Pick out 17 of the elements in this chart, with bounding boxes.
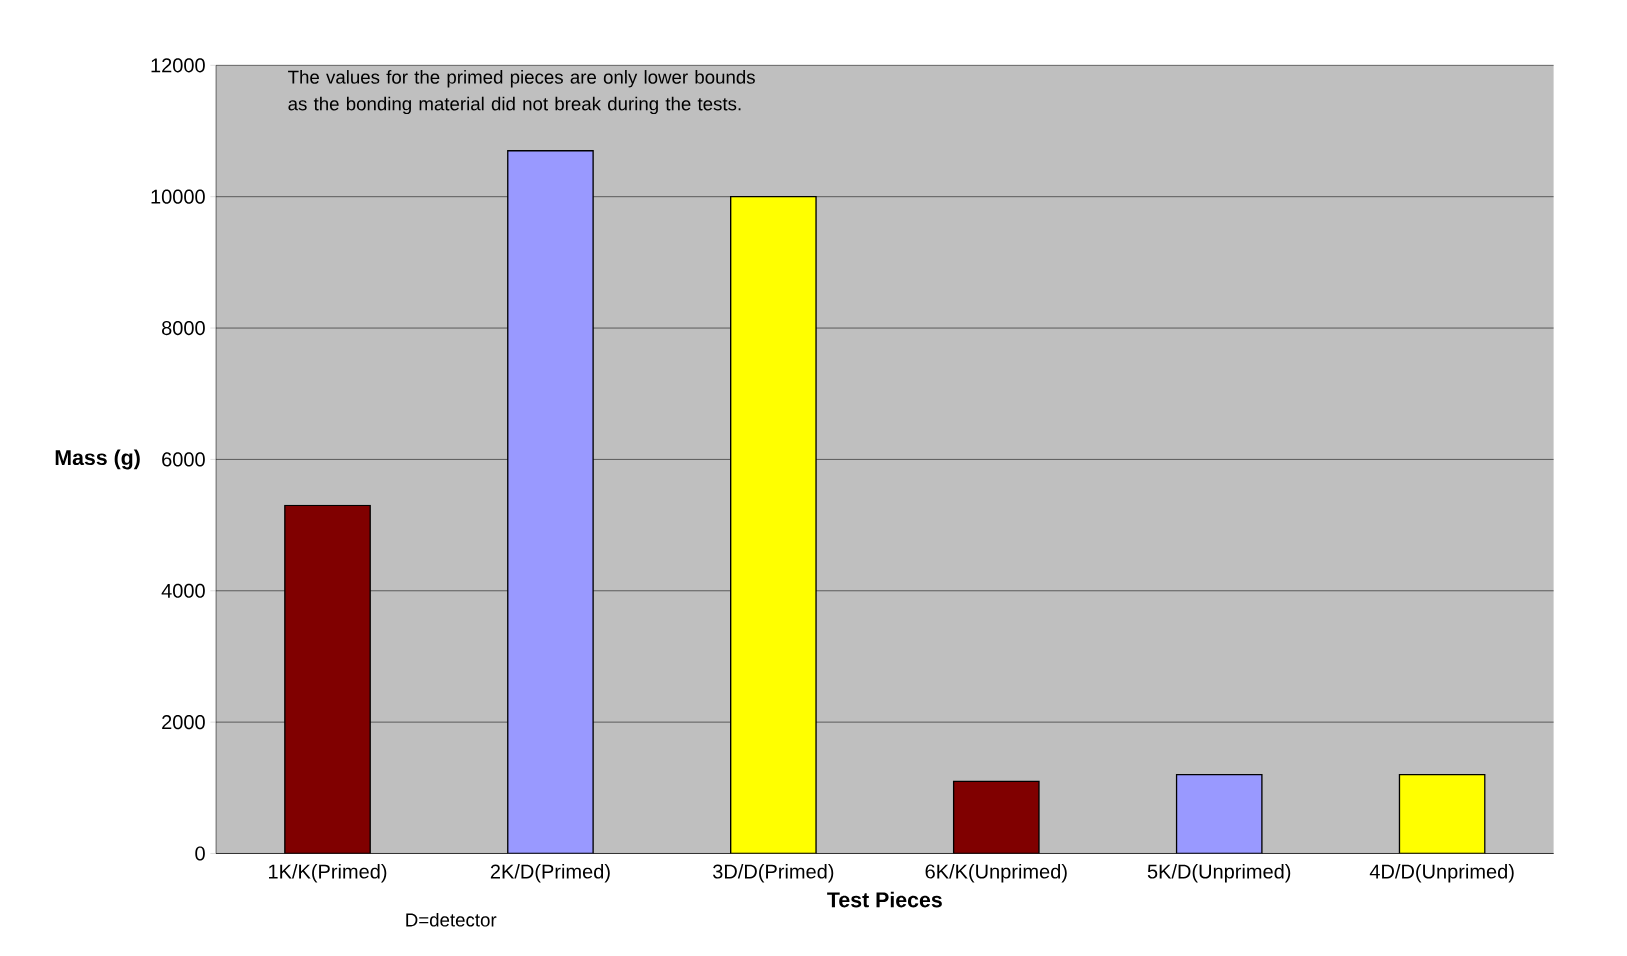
y-tick-label: 0 — [195, 846, 205, 861]
x-tick-label: 1K/K(Primed) — [269, 863, 387, 883]
x-tick-label: 6K/K(Unprimed) — [925, 863, 1067, 883]
x-tick-label: 4D/D(Unprimed) — [1369, 863, 1514, 883]
y-tick-label: 10000 — [151, 189, 205, 204]
x-tick-label: 3D/D(Primed) — [712, 863, 834, 883]
y-tick-label: 8000 — [162, 320, 205, 336]
y-axis-title: Mass (g) — [55, 449, 140, 470]
annotation: The values for the primed pieces are only lower bounds as the bonding material did not break during the tests. — [288, 69, 755, 115]
y-tick-label: 6000 — [162, 452, 205, 467]
y-tick-label: 2000 — [162, 714, 205, 730]
y-tick-label: 4000 — [161, 583, 205, 598]
x-axis-title: Test Pieces — [827, 891, 942, 908]
text: D=detector — [406, 912, 497, 927]
x-tick-label: 2K/D(Primed) — [490, 863, 610, 883]
x-tick-label: 5K/D(Unprimed) — [1147, 863, 1291, 883]
y-tick-label: 12000 — [151, 58, 205, 73]
